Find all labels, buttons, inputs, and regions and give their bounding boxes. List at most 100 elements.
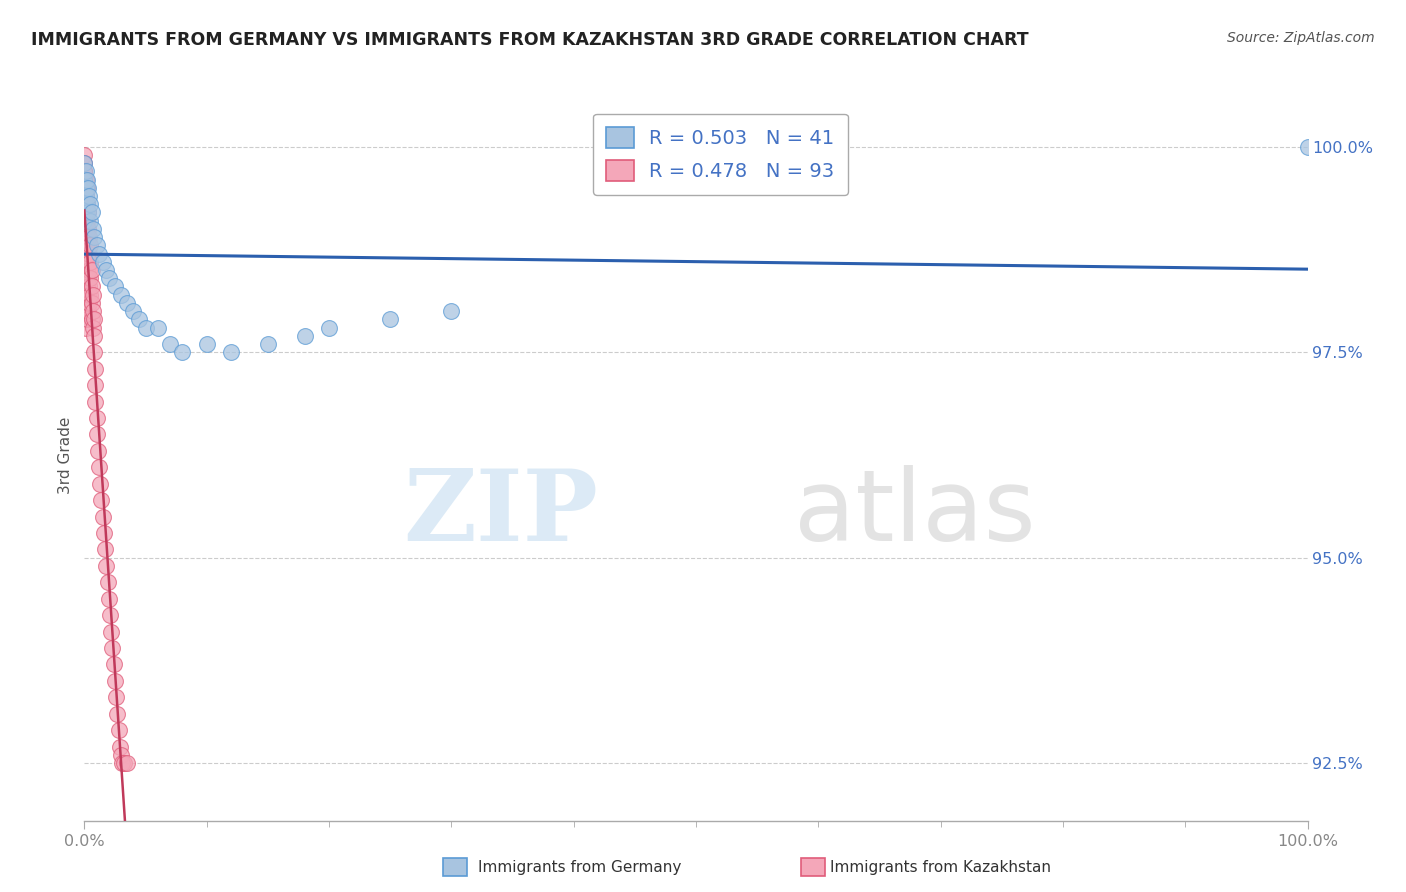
Point xyxy=(82,320,104,334)
Point xyxy=(135,320,157,334)
Point xyxy=(76,197,98,211)
Point xyxy=(75,254,97,268)
Point xyxy=(80,205,103,219)
Point xyxy=(110,287,132,301)
Point xyxy=(73,156,96,170)
Point xyxy=(73,213,96,227)
Point xyxy=(440,304,463,318)
Point xyxy=(76,246,98,260)
Point xyxy=(97,575,120,590)
Point xyxy=(73,213,96,227)
Point xyxy=(76,279,98,293)
Point xyxy=(75,164,97,178)
Point xyxy=(73,164,96,178)
Point xyxy=(75,205,97,219)
Legend: R = 0.503   N = 41, R = 0.478   N = 93: R = 0.503 N = 41, R = 0.478 N = 93 xyxy=(593,113,848,194)
Point xyxy=(257,337,280,351)
Point xyxy=(86,427,108,442)
Point xyxy=(76,181,98,195)
Point xyxy=(82,222,104,236)
Point xyxy=(76,263,98,277)
Point xyxy=(73,230,96,244)
Point xyxy=(77,246,100,260)
Point xyxy=(76,213,98,227)
Point xyxy=(77,296,100,310)
Point xyxy=(105,706,128,721)
Point xyxy=(73,230,96,244)
Point xyxy=(100,624,122,639)
Point xyxy=(80,279,103,293)
Point xyxy=(89,476,111,491)
Point xyxy=(73,222,96,236)
Point xyxy=(79,197,101,211)
Point xyxy=(77,304,100,318)
Point xyxy=(77,287,100,301)
Point xyxy=(96,263,118,277)
Point xyxy=(172,345,194,359)
Point xyxy=(90,493,112,508)
Point xyxy=(83,312,105,326)
Point xyxy=(97,591,120,606)
Point xyxy=(82,287,104,301)
Point xyxy=(105,690,128,705)
Text: atlas: atlas xyxy=(794,465,1035,562)
Point xyxy=(76,312,98,326)
Point xyxy=(101,641,124,656)
Point xyxy=(86,238,108,252)
Point xyxy=(76,230,98,244)
Point xyxy=(77,263,100,277)
Point xyxy=(75,320,97,334)
Point xyxy=(73,172,96,186)
Point xyxy=(73,172,96,186)
Bar xyxy=(443,858,467,876)
Point xyxy=(73,197,96,211)
Point xyxy=(87,443,110,458)
Point xyxy=(128,312,150,326)
Point xyxy=(75,172,97,186)
Point xyxy=(83,328,105,343)
Point xyxy=(73,181,96,195)
Point xyxy=(94,542,117,557)
Point xyxy=(84,394,107,409)
Point xyxy=(73,213,96,227)
Point xyxy=(87,246,110,260)
Point xyxy=(115,296,138,310)
Point xyxy=(96,558,118,573)
Point xyxy=(111,756,134,771)
Point xyxy=(77,222,100,236)
Y-axis label: 3rd Grade: 3rd Grade xyxy=(58,417,73,493)
Point xyxy=(79,287,101,301)
Point xyxy=(73,205,96,219)
Point xyxy=(294,328,316,343)
Text: Immigrants from Germany: Immigrants from Germany xyxy=(478,860,682,874)
Text: Immigrants from Kazakhstan: Immigrants from Kazakhstan xyxy=(830,860,1050,874)
Point xyxy=(73,197,96,211)
Point xyxy=(84,378,107,392)
Point xyxy=(77,238,100,252)
Point xyxy=(75,222,97,236)
Point xyxy=(75,181,97,195)
Point xyxy=(104,673,127,688)
Point xyxy=(83,230,105,244)
Point xyxy=(75,189,97,203)
Point xyxy=(73,238,96,252)
Point xyxy=(73,205,96,219)
Point xyxy=(79,213,101,227)
Point xyxy=(97,271,120,285)
Point xyxy=(77,271,100,285)
Point xyxy=(73,197,96,211)
Point xyxy=(122,304,145,318)
Text: Source: ZipAtlas.com: Source: ZipAtlas.com xyxy=(1227,31,1375,45)
Point xyxy=(75,205,97,219)
Point xyxy=(75,304,97,318)
Point xyxy=(195,337,218,351)
Point xyxy=(380,312,402,326)
Point xyxy=(75,189,97,203)
Point xyxy=(75,271,97,285)
Point xyxy=(73,164,96,178)
Point xyxy=(76,296,98,310)
Point xyxy=(87,460,110,475)
Point xyxy=(76,197,98,211)
Point xyxy=(86,411,108,425)
Point xyxy=(75,287,97,301)
